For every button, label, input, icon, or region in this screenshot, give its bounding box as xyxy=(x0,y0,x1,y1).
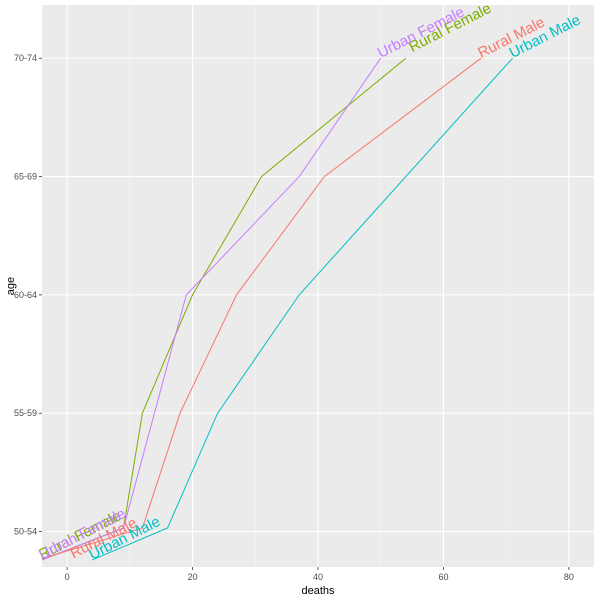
y-tick-label: 70-74 xyxy=(14,53,37,63)
series-lines xyxy=(41,57,513,561)
series-line-rural-male xyxy=(41,57,482,560)
series-line-urban-female xyxy=(41,57,382,561)
x-tick-label: 20 xyxy=(188,572,198,582)
y-tick-label: 50-54 xyxy=(14,527,37,537)
y-axis: 50-54 55-59 60-64 65-69 70-74 xyxy=(14,53,42,537)
x-axis-title: deaths xyxy=(301,585,335,597)
y-tick-label: 60-64 xyxy=(14,290,37,300)
y-axis-title: age xyxy=(5,277,17,295)
y-tick-label: 55-59 xyxy=(14,408,37,418)
x-tick-label: 80 xyxy=(564,572,574,582)
x-axis: 0 20 40 60 80 xyxy=(65,567,574,582)
x-tick-label: 0 xyxy=(65,572,70,582)
x-tick-label: 40 xyxy=(313,572,323,582)
minor-gridlines xyxy=(129,5,507,567)
x-tick-label: 60 xyxy=(438,572,448,582)
major-gridlines xyxy=(42,5,594,567)
series-line-urban-male xyxy=(92,57,513,561)
y-tick-label: 65-69 xyxy=(14,172,37,182)
